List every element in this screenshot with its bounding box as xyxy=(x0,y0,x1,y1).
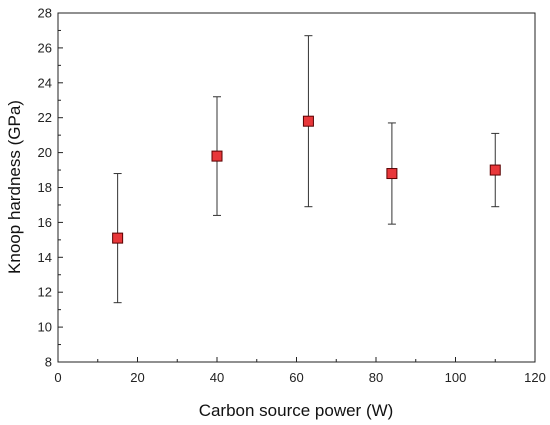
data-point-marker xyxy=(112,232,124,244)
data-point-marker xyxy=(211,150,223,162)
y-tick-label: 22 xyxy=(38,110,52,125)
x-tick-label: 120 xyxy=(524,370,546,385)
plot-frame xyxy=(57,12,536,363)
y-axis: 8 10 12 14 16 18 20 22 24 26 28 xyxy=(38,6,63,370)
x-tick-label: 0 xyxy=(54,370,61,385)
y-axis-title: Knoop hardness (GPa) xyxy=(5,100,24,274)
y-tick-label: 26 xyxy=(38,40,52,55)
y-tick-label: 24 xyxy=(38,75,52,90)
x-tick-label: 40 xyxy=(210,370,224,385)
data-point-marker xyxy=(302,115,314,127)
y-tick-label: 16 xyxy=(38,215,52,230)
data-points xyxy=(112,35,501,304)
x-tick-label: 20 xyxy=(130,370,144,385)
y-tick-label: 20 xyxy=(38,145,52,160)
y-tick-label: 28 xyxy=(38,6,52,21)
y-tick-label: 8 xyxy=(45,355,52,370)
y-tick-label: 18 xyxy=(38,180,52,195)
x-axis-title: Carbon source power (W) xyxy=(199,401,394,420)
y-tick-label: 12 xyxy=(38,285,52,300)
x-tick-label: 60 xyxy=(289,370,303,385)
x-tick-label: 80 xyxy=(369,370,383,385)
y-tick-label: 10 xyxy=(38,320,52,335)
x-tick-label: 100 xyxy=(445,370,467,385)
data-point-marker xyxy=(489,164,501,176)
y-tick-label: 14 xyxy=(38,250,52,265)
data-point-marker xyxy=(386,168,398,180)
x-axis: 0 20 40 60 80 100 120 xyxy=(54,357,546,385)
